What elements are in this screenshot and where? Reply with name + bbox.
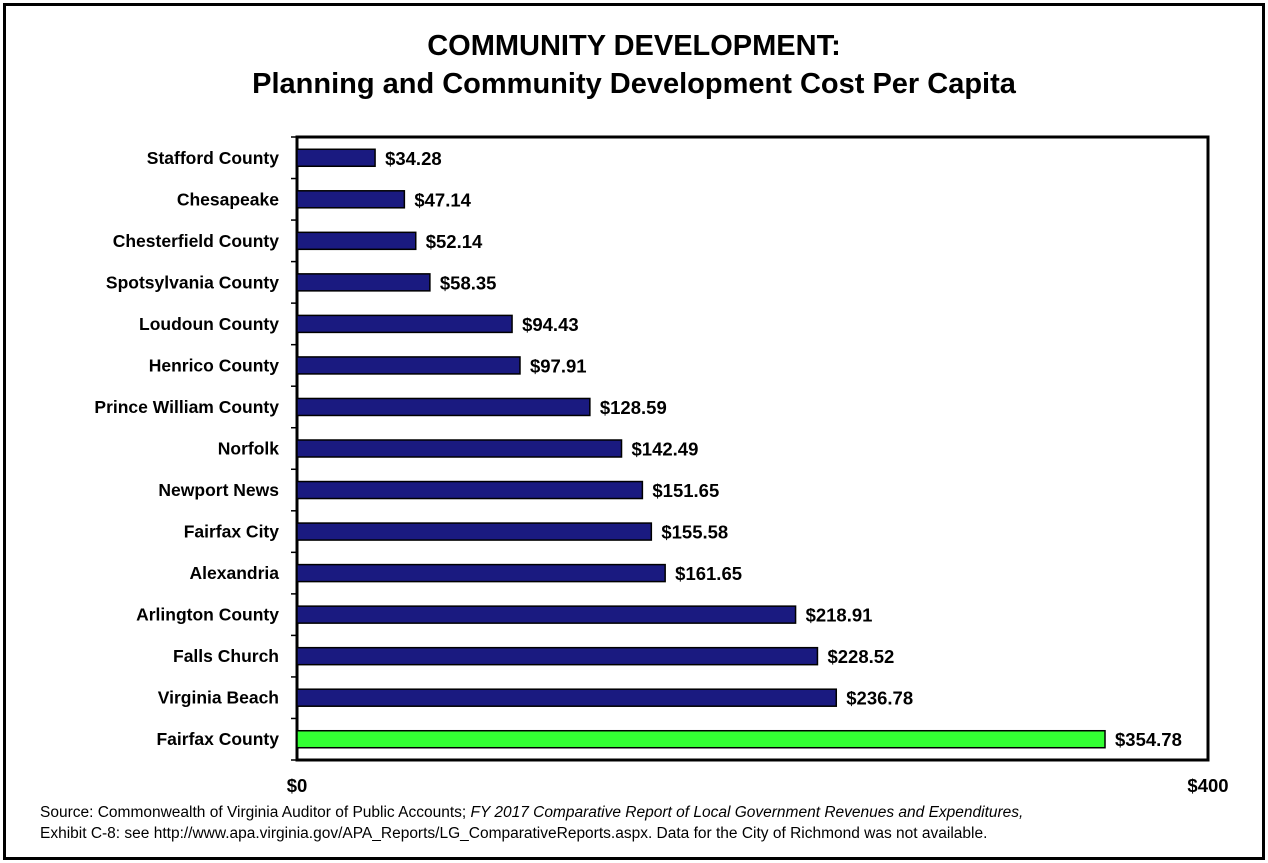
bar-fairfax-city <box>296 522 653 541</box>
category-label-fairfax-city: Fairfax City <box>184 522 280 542</box>
chart-title: COMMUNITY DEVELOPMENT: <box>427 30 841 62</box>
bar-alexandria <box>296 563 666 583</box>
data-label-norfolk: $142.49 <box>632 439 699 460</box>
bar-fairfax-county <box>296 729 1106 749</box>
bar-henrico-county <box>296 356 521 375</box>
category-label-virginia-beach: Virginia Beach <box>158 688 279 708</box>
data-label-chesterfield-county: $52.14 <box>426 231 483 252</box>
ticks-layer: $0 $400 <box>287 136 1229 796</box>
bar-newport-news <box>296 480 644 500</box>
data-label-stafford-county: $34.28 <box>385 148 442 169</box>
chart-subtitle: Planning and Community Development Cost … <box>252 68 1016 100</box>
data-label-virginia-beach: $236.78 <box>846 688 913 709</box>
source-prefix: Source: Commonwealth of Virginia Auditor… <box>40 804 471 821</box>
bar-prince-william-county <box>296 397 591 417</box>
data-label-falls-church: $228.52 <box>827 646 894 667</box>
category-label-stafford-county: Stafford County <box>147 148 279 168</box>
data-label-alexandria: $161.65 <box>675 563 742 584</box>
bar-falls-church <box>296 646 819 666</box>
bar-chesterfield-county <box>296 231 417 251</box>
category-label-chesterfield-county: Chesterfield County <box>113 231 280 251</box>
source-report-title: FY 2017 Comparative Report of Local Gove… <box>470 804 1024 821</box>
x-tick-label: $0 <box>287 775 308 796</box>
category-label-prince-william-county: Prince William County <box>94 397 279 417</box>
data-label-henrico-county: $97.91 <box>530 355 587 376</box>
x-tick-label: $400 <box>1187 775 1228 796</box>
bar-chesapeake <box>296 190 406 209</box>
bar-stafford-county <box>296 148 376 168</box>
data-label-loudoun-county: $94.43 <box>522 314 579 335</box>
bars-layer <box>296 148 1106 749</box>
category-label-loudoun-county: Loudoun County <box>139 314 279 334</box>
data-label-prince-william-county: $128.59 <box>600 397 667 418</box>
data-label-arlington-county: $218.91 <box>806 605 873 626</box>
category-label-arlington-county: Arlington County <box>136 605 279 625</box>
category-label-fairfax-county: Fairfax County <box>156 729 279 749</box>
data-label-spotsylvania-county: $58.35 <box>440 272 497 293</box>
labels-layer: Stafford County $34.28 Chesapeake $47.14 Che… <box>94 148 1181 750</box>
category-label-spotsylvania-county: Spotsylvania County <box>106 272 279 292</box>
chart-frame <box>3 3 1265 860</box>
bar-norfolk <box>296 439 623 458</box>
data-label-fairfax-county: $354.78 <box>1115 729 1182 750</box>
source-note: Source: Commonwealth of Virginia Auditor… <box>40 802 1023 844</box>
data-label-fairfax-city: $155.58 <box>661 522 728 543</box>
category-label-chesapeake: Chesapeake <box>177 189 279 209</box>
category-label-falls-church: Falls Church <box>173 646 279 666</box>
bar-arlington-county <box>296 605 797 624</box>
category-label-alexandria: Alexandria <box>190 563 280 583</box>
bar-virginia-beach <box>296 688 838 707</box>
data-label-newport-news: $151.65 <box>652 480 719 501</box>
category-label-henrico-county: Henrico County <box>149 355 280 375</box>
bar-loudoun-county <box>296 314 513 334</box>
source-line-1: Source: Commonwealth of Virginia Auditor… <box>40 802 1023 823</box>
data-label-chesapeake: $47.14 <box>414 189 471 210</box>
source-line-2: Exhibit C-8: see http://www.apa.virginia… <box>40 825 988 842</box>
category-label-newport-news: Newport News <box>158 480 279 500</box>
bar-spotsylvania-county <box>296 273 431 292</box>
category-label-norfolk: Norfolk <box>218 439 280 459</box>
